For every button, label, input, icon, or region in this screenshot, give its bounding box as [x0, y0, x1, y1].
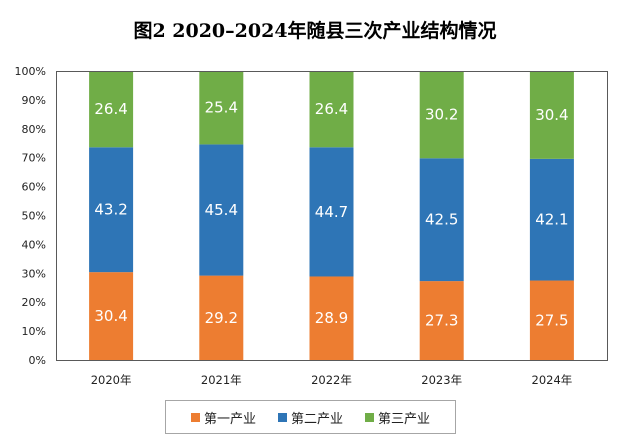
data-label: 30.4: [535, 106, 568, 124]
data-label: 25.4: [205, 99, 238, 117]
y-tick-label: 40%: [22, 238, 46, 251]
bar-segment-3: [89, 71, 134, 148]
legend-swatch: [277, 412, 287, 422]
data-label: 30.2: [425, 106, 458, 124]
bar-segment-1: [309, 276, 354, 360]
data-label: 28.9: [315, 309, 348, 327]
x-tick-label: 2020年: [91, 373, 132, 387]
data-label: 45.4: [205, 201, 238, 219]
legend-item-1: 第一产业: [190, 408, 256, 427]
bar-segment-1: [89, 272, 134, 360]
x-tick-label: 2022年: [311, 373, 352, 387]
data-label: 44.7: [315, 203, 348, 221]
x-axis-labels: 2020年 2021年 2022年 2023年 2024年: [91, 373, 573, 387]
data-label: 30.4: [94, 307, 127, 325]
x-tick-label: 2021年: [201, 373, 242, 387]
data-label: 42.5: [425, 211, 458, 229]
data-label: 27.5: [535, 311, 568, 329]
data-label: 29.2: [205, 309, 238, 327]
legend: 第一产业 第二产业 第三产业: [165, 400, 456, 434]
y-tick-label: 60%: [22, 181, 46, 194]
legend-swatch: [190, 412, 200, 422]
bar-segment-2: [309, 147, 354, 277]
data-label: 43.2: [94, 201, 127, 219]
bar-segment-1: [529, 280, 574, 360]
x-tick-label: 2023年: [421, 373, 462, 387]
bar-segment-2: [89, 147, 134, 273]
data-labels-group: 30.4 43.2 26.4 29.2 45.4 25.4 28.9 44.7 26.4 27.3…: [94, 99, 568, 330]
legend-label: 第一产业: [203, 411, 256, 427]
legend-item-3: 第三产业: [365, 408, 430, 427]
y-tick-label: 20%: [22, 296, 46, 309]
bar-segment-2: [529, 158, 574, 281]
y-tick-label: 70%: [22, 152, 46, 165]
bar-segment-1: [419, 281, 464, 360]
legend-swatch: [365, 412, 374, 422]
y-tick-label: 0%: [29, 354, 46, 367]
data-label: 26.4: [315, 100, 348, 118]
y-tick-label: 50%: [22, 210, 46, 223]
data-label: 42.1: [535, 211, 568, 229]
bar-segment-2: [419, 158, 464, 282]
bar-segment-3: [199, 71, 244, 145]
bar-segment-3: [529, 71, 574, 159]
bar-segment-3: [419, 71, 464, 159]
x-tick-label: 2024年: [532, 373, 573, 387]
data-label: 27.3: [425, 312, 458, 330]
legend-label: 第二产业: [290, 411, 343, 427]
legend-label: 第三产业: [378, 411, 431, 427]
bar-segment-2: [199, 144, 244, 276]
chart-title: 图2 2020–2024年随县三次产业结构情况: [133, 20, 497, 42]
y-tick-label: 100%: [15, 65, 46, 78]
data-label: 26.4: [94, 100, 127, 118]
y-axis-ticks: 0% 10% 20% 30% 40% 50% 60% 70% 80% 90% 100%: [15, 65, 46, 367]
bar-segment-1: [199, 275, 244, 360]
legend-item-2: 第二产业: [277, 408, 343, 427]
y-tick-label: 90%: [22, 94, 46, 107]
bar-segment-3: [309, 71, 354, 148]
y-tick-label: 30%: [22, 267, 46, 280]
y-tick-label: 10%: [22, 325, 46, 338]
y-tick-label: 80%: [22, 123, 46, 136]
bars-group: [89, 71, 574, 360]
plot-area-frame: [56, 71, 608, 361]
